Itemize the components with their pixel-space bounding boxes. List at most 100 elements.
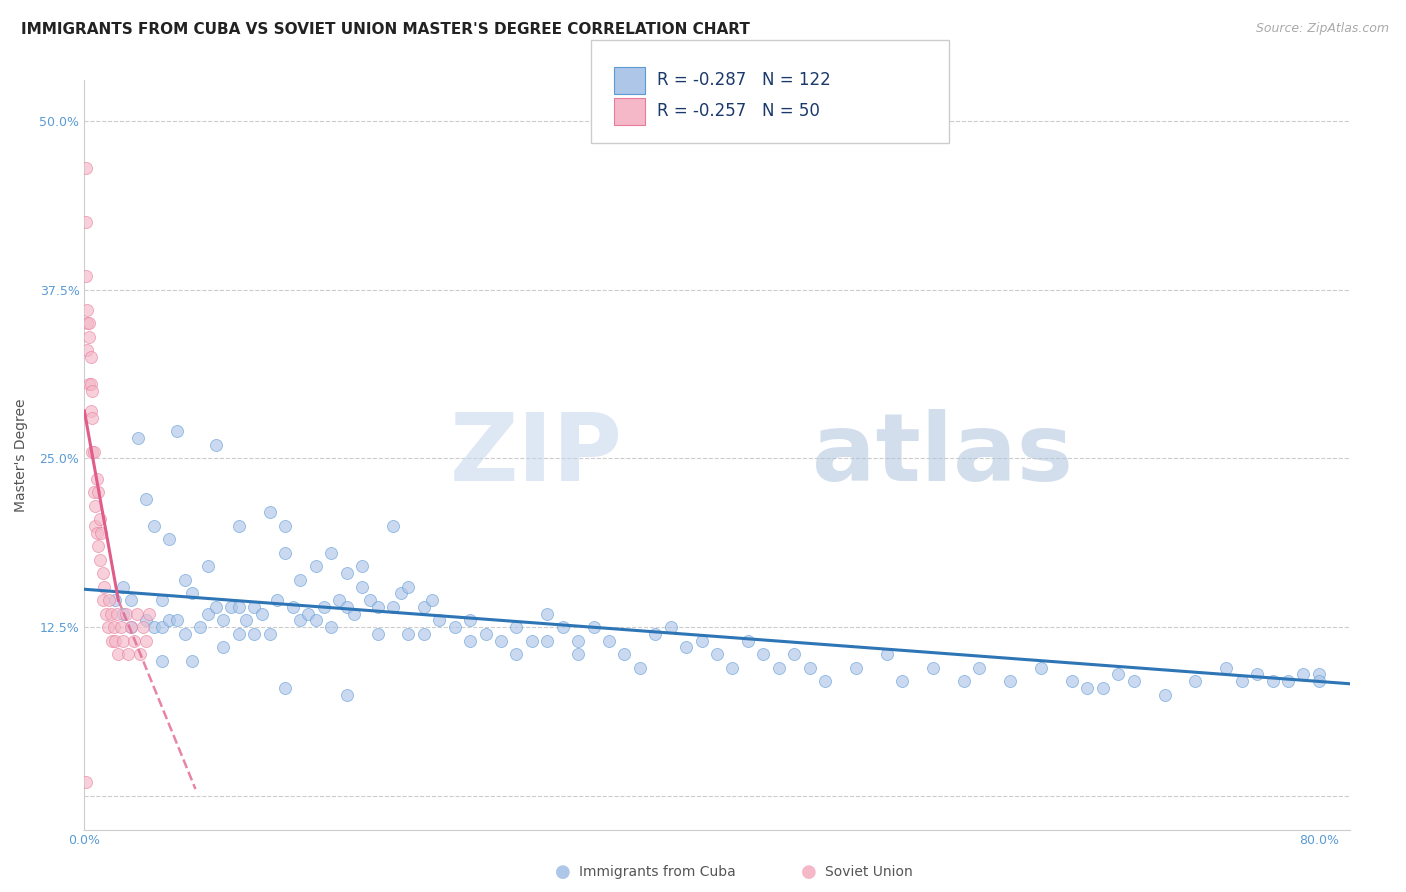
- Point: [706, 647, 728, 661]
- Point: [80, 384, 103, 398]
- Point: [359, 593, 381, 607]
- Point: [77, 330, 100, 344]
- Point: [1308, 667, 1330, 681]
- Point: [181, 654, 204, 668]
- Point: [122, 633, 145, 648]
- Point: [458, 613, 481, 627]
- Point: [1230, 674, 1253, 689]
- Point: [181, 586, 204, 600]
- Point: [76, 316, 98, 330]
- Point: [104, 593, 127, 607]
- Point: [77, 316, 100, 330]
- Point: [96, 620, 118, 634]
- Point: [396, 580, 419, 594]
- Point: [382, 518, 405, 533]
- Text: atlas: atlas: [813, 409, 1073, 501]
- Point: [737, 633, 759, 648]
- Point: [127, 431, 149, 445]
- Point: [235, 613, 257, 627]
- Point: [94, 607, 117, 621]
- Point: [321, 546, 343, 560]
- Point: [188, 620, 211, 634]
- Point: [104, 633, 127, 648]
- Point: [814, 674, 837, 689]
- Point: [87, 485, 110, 500]
- Point: [628, 660, 651, 674]
- Point: [290, 573, 312, 587]
- Point: [352, 580, 374, 594]
- Point: [197, 607, 219, 621]
- Point: [150, 654, 173, 668]
- Point: [243, 599, 266, 614]
- Point: [75, 775, 97, 789]
- Point: [659, 620, 682, 634]
- Point: [76, 343, 98, 358]
- Text: ●: ●: [800, 863, 817, 881]
- Point: [799, 660, 821, 674]
- Point: [536, 607, 558, 621]
- Point: [427, 613, 450, 627]
- Point: [166, 425, 188, 439]
- Point: [79, 404, 101, 418]
- Point: [305, 559, 328, 574]
- Point: [157, 533, 180, 547]
- Point: [1277, 674, 1299, 689]
- Point: [166, 613, 188, 627]
- Point: [922, 660, 945, 674]
- Point: [644, 627, 666, 641]
- Point: [305, 613, 328, 627]
- Point: [117, 647, 139, 661]
- Point: [142, 620, 165, 634]
- Point: [80, 410, 103, 425]
- Point: [382, 599, 405, 614]
- Point: [83, 444, 105, 458]
- Point: [90, 525, 112, 540]
- Point: [281, 599, 304, 614]
- Point: [228, 627, 250, 641]
- Point: [845, 660, 868, 674]
- Point: [389, 586, 412, 600]
- Point: [336, 566, 359, 580]
- Point: [1292, 667, 1315, 681]
- Point: [259, 627, 281, 641]
- Point: [412, 627, 434, 641]
- Point: [520, 633, 543, 648]
- Point: [1153, 688, 1175, 702]
- Point: [1215, 660, 1237, 674]
- Point: [115, 607, 138, 621]
- Point: [396, 627, 419, 641]
- Point: [86, 525, 108, 540]
- Point: [328, 593, 350, 607]
- Text: ZIP: ZIP: [450, 409, 623, 501]
- Point: [228, 518, 250, 533]
- Point: [75, 215, 97, 229]
- Text: IMMIGRANTS FROM CUBA VS SOVIET UNION MASTER'S DEGREE CORRELATION CHART: IMMIGRANTS FROM CUBA VS SOVIET UNION MAS…: [21, 22, 749, 37]
- Point: [752, 647, 775, 661]
- Point: [204, 438, 226, 452]
- Point: [1107, 667, 1129, 681]
- Point: [111, 607, 134, 621]
- Point: [157, 613, 180, 627]
- Point: [1261, 674, 1284, 689]
- Point: [274, 546, 297, 560]
- Point: [721, 660, 744, 674]
- Point: [83, 485, 105, 500]
- Point: [142, 518, 165, 533]
- Point: [266, 593, 288, 607]
- Point: [321, 620, 343, 634]
- Point: [367, 627, 389, 641]
- Point: [690, 633, 713, 648]
- Point: [75, 161, 97, 175]
- Point: [120, 620, 142, 634]
- Point: [228, 599, 250, 614]
- Point: [135, 633, 157, 648]
- Point: [204, 599, 226, 614]
- Text: Source: ZipAtlas.com: Source: ZipAtlas.com: [1256, 22, 1389, 36]
- Point: [107, 647, 129, 661]
- Text: Immigrants from Cuba: Immigrants from Cuba: [579, 865, 735, 880]
- Point: [89, 512, 111, 526]
- Point: [953, 674, 976, 689]
- Point: [969, 660, 991, 674]
- Point: [135, 613, 157, 627]
- Point: [274, 681, 297, 695]
